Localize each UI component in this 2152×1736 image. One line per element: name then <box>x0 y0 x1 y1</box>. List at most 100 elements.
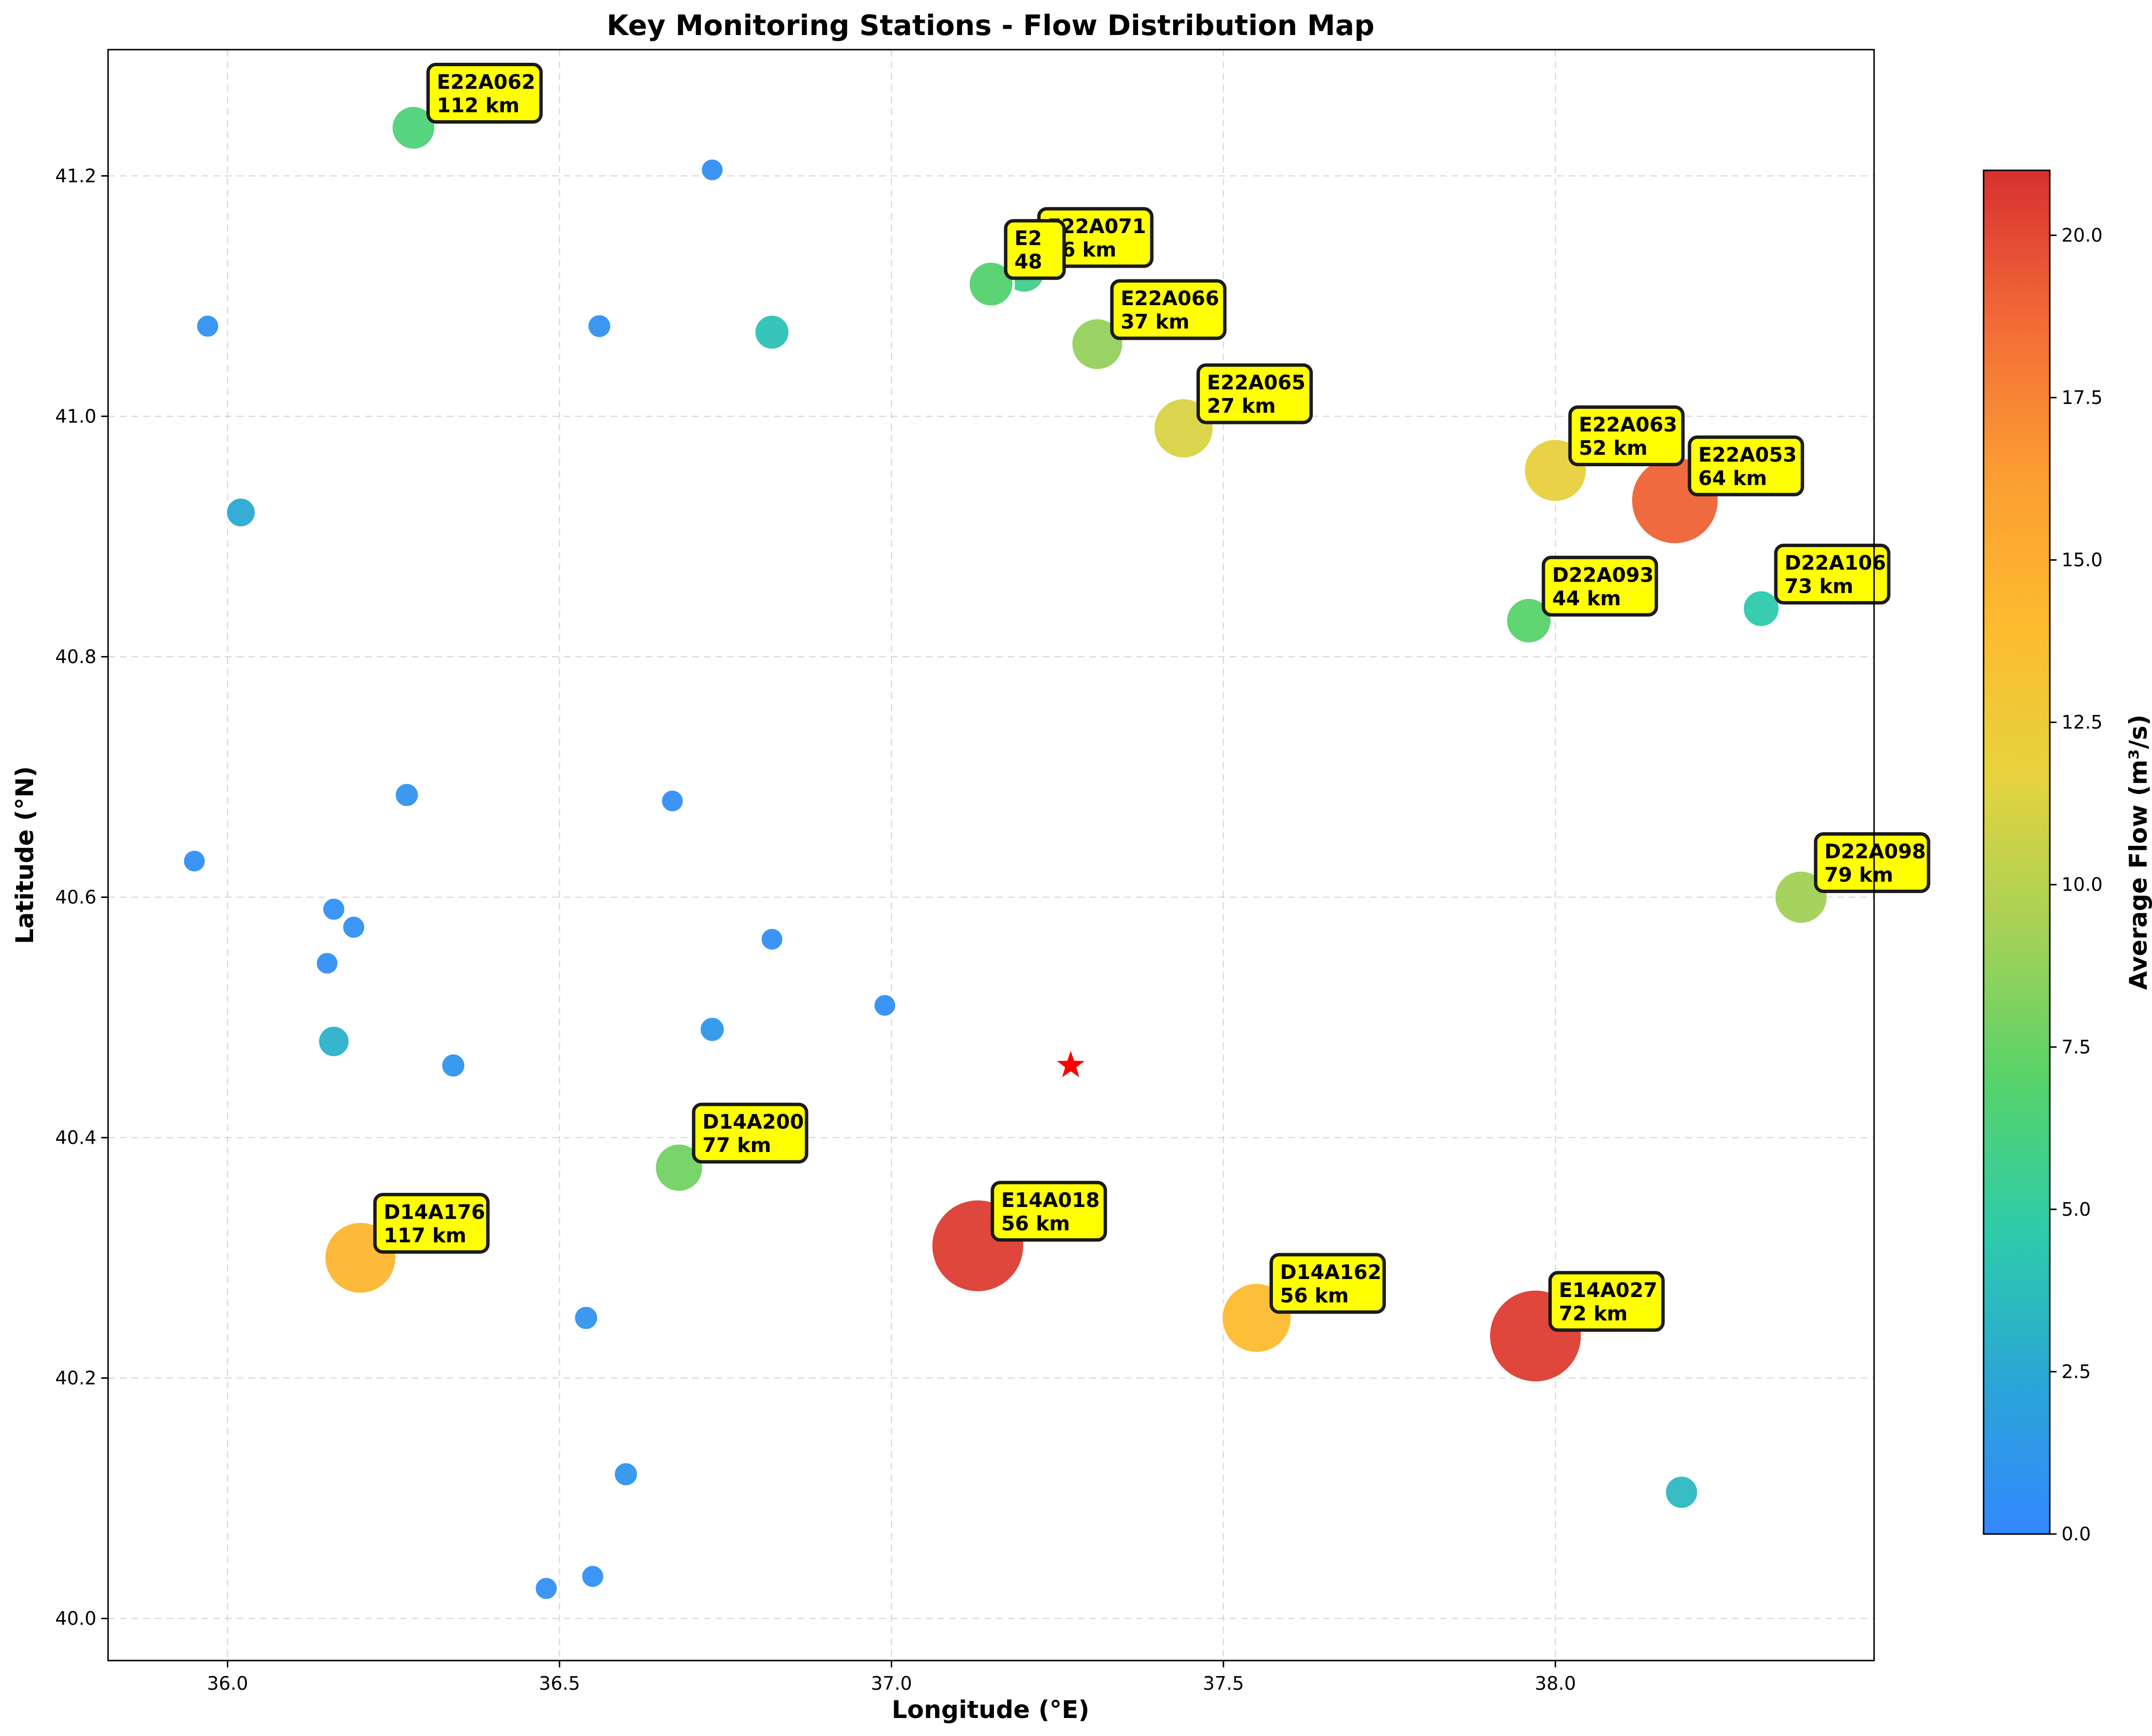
station-point <box>321 896 347 922</box>
key-station-point <box>390 104 437 151</box>
station-id-label: D14A162 <box>1280 1261 1381 1284</box>
annotation-box <box>692 1102 809 1164</box>
annotation-box <box>1814 832 1931 893</box>
annotation-box <box>1568 405 1685 467</box>
station-point <box>1663 1474 1700 1511</box>
annotation-box <box>373 1193 490 1254</box>
key-station-point <box>1505 596 1553 645</box>
grid <box>108 50 1874 1661</box>
colorbar-gradient <box>1983 169 2051 1535</box>
colorbar-tick-label: 7.5 <box>2061 1036 2091 1058</box>
annotation-box <box>1196 363 1313 424</box>
station-point <box>194 313 221 339</box>
y-tick-label: 40.6 <box>55 886 96 908</box>
station-distance-label: 79 km <box>1824 863 1893 886</box>
station-point <box>698 1015 726 1043</box>
annotation-box <box>991 1181 1107 1242</box>
station-point <box>393 781 421 809</box>
station-id-label: D22A093 <box>1552 563 1654 586</box>
plot-frame <box>107 49 1875 1662</box>
annotation-box <box>1004 219 1066 280</box>
station-point <box>612 1461 640 1488</box>
station-id-label: E22A063 <box>1579 413 1677 437</box>
annotation-box <box>1548 1271 1665 1332</box>
station-distance-label: 72 km <box>1559 1302 1627 1325</box>
x-axis-title: Longitude (°E) <box>892 1696 1089 1724</box>
station-distance-label: 77 km <box>702 1133 771 1157</box>
y-axis: 40.0 40.2 40.4 40.6 40.8 41.0 41.2 <box>55 165 108 1629</box>
station-distance-label: 52 km <box>1579 437 1647 460</box>
key-station-point <box>967 260 1015 308</box>
station-id-label: D22A106 <box>1784 551 1886 575</box>
colorbar-tick-label: 17.5 <box>2061 387 2103 408</box>
annotation-box <box>1269 1253 1386 1314</box>
station-id-label: E14A018 <box>1001 1188 1100 1212</box>
station-distance-label: 56 km <box>1280 1284 1349 1307</box>
x-tick-label: 36.0 <box>207 1673 248 1694</box>
station-distance-label: 117 km <box>384 1224 466 1247</box>
key-station-point <box>653 1142 705 1193</box>
station-point <box>586 312 613 340</box>
y-tick-label: 41.2 <box>55 165 96 186</box>
colorbar-tick-label: 12.5 <box>2061 712 2103 733</box>
station-id-label: E2 <box>1014 227 1042 250</box>
station-id-label: D14A176 <box>384 1201 485 1224</box>
station-distance-label: 64 km <box>1698 466 1767 490</box>
station-point <box>440 1052 467 1079</box>
station-point <box>533 1575 559 1602</box>
station-point <box>224 496 258 529</box>
x-tick-label: 38.0 <box>1535 1673 1576 1694</box>
annotation-box <box>1774 544 1891 605</box>
y-tick-label: 40.4 <box>55 1127 96 1148</box>
station-point <box>753 313 791 351</box>
station-id-label: E22A065 <box>1207 371 1306 394</box>
annotation-box <box>1688 435 1804 496</box>
annotation-box <box>1110 279 1227 340</box>
annotation-box <box>1542 555 1658 617</box>
colorbar-tick-label: 10.0 <box>2061 874 2103 895</box>
station-id-label: E14A027 <box>1559 1279 1657 1302</box>
x-tick-label: 37.0 <box>871 1673 912 1694</box>
data-points <box>182 104 1829 1602</box>
station-point <box>340 914 367 940</box>
y-tick-label: 40.8 <box>55 646 96 667</box>
colorbar-tick-label: 20.0 <box>2061 224 2103 246</box>
annotation-box <box>426 63 543 124</box>
station-id-label: E22A066 <box>1121 287 1219 310</box>
station-distance-label: 37 km <box>1121 310 1189 333</box>
colorbar-tick-label: 5.0 <box>2061 1199 2091 1220</box>
station-point <box>314 950 340 976</box>
reference-star-marker <box>1057 1051 1085 1078</box>
station-distance-label: 27 km <box>1207 394 1276 418</box>
station-distance-label: 112 km <box>437 94 519 117</box>
y-tick-label: 40.0 <box>55 1608 96 1629</box>
colorbar: 0.0 2.5 5.0 7.5 10.0 12.5 15.0 17.5 20.0 Average… <box>1983 169 2152 1545</box>
x-tick-label: 37.5 <box>1203 1673 1244 1694</box>
station-id-label: E22A062 <box>437 71 535 94</box>
colorbar-title: Average Flow (m³/s) <box>2124 714 2152 990</box>
station-point <box>182 848 207 874</box>
station-point <box>699 157 725 183</box>
y-tick-label: 40.2 <box>55 1368 96 1389</box>
y-tick-label: 41.0 <box>55 405 96 427</box>
station-distance-label: 48 <box>1014 250 1042 274</box>
colorbar-tick-label: 0.0 <box>2061 1523 2091 1545</box>
station-point <box>316 1024 351 1059</box>
station-distance-label: 73 km <box>1784 575 1853 598</box>
station-id-label: D22A098 <box>1824 840 1926 863</box>
station-id-label: D14A200 <box>702 1110 804 1133</box>
station-id-label: E22A053 <box>1698 443 1797 466</box>
